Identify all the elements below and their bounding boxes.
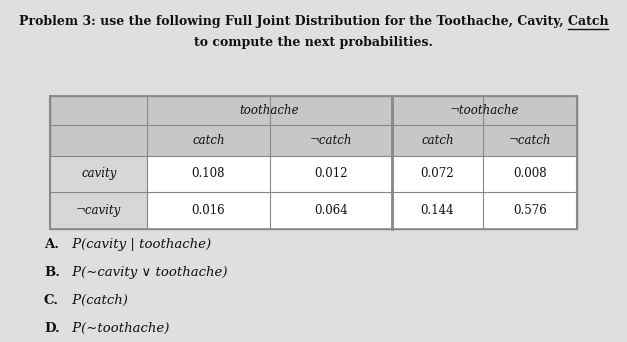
Text: C.: C. [44,294,59,307]
Text: ¬cavity: ¬cavity [76,204,122,217]
Text: 0.576: 0.576 [513,204,547,217]
Text: ¬catch: ¬catch [310,134,352,147]
Text: P(∼toothache): P(∼toothache) [68,322,169,335]
Text: Problem 3: use the following Full Joint Distribution for the Toothache, Cavity, : Problem 3: use the following Full Joint … [19,15,608,28]
Bar [270,192,392,229]
Text: to compute the next probabilities.: to compute the next probabilities. [194,36,433,49]
Bar [50,96,577,229]
Text: 0.108: 0.108 [192,167,225,180]
Text: 0.008: 0.008 [513,167,547,180]
Text: 0.012: 0.012 [314,167,347,180]
Bar [392,156,483,192]
Bar [50,192,147,229]
Text: 0.072: 0.072 [421,167,454,180]
Text: ¬toothache: ¬toothache [450,104,519,117]
Text: P(catch): P(catch) [68,294,127,307]
Text: P(cavity | toothache): P(cavity | toothache) [68,238,211,251]
Text: 0.016: 0.016 [192,204,225,217]
Bar [50,156,147,192]
Text: toothache: toothache [240,104,300,117]
Text: B.: B. [44,266,60,279]
Bar [483,156,577,192]
Text: 0.064: 0.064 [314,204,347,217]
Bar [392,192,483,229]
Bar [147,156,270,192]
Bar [147,192,270,229]
Text: cavity: cavity [81,167,117,180]
Text: 0.144: 0.144 [421,204,454,217]
Bar [270,156,392,192]
Text: D.: D. [44,322,60,335]
Text: A.: A. [44,238,59,251]
Bar [483,192,577,229]
Text: ¬catch: ¬catch [508,134,551,147]
Text: catch: catch [421,134,454,147]
Text: catch: catch [192,134,225,147]
Text: P(∼cavity ∨ toothache): P(∼cavity ∨ toothache) [68,266,227,279]
